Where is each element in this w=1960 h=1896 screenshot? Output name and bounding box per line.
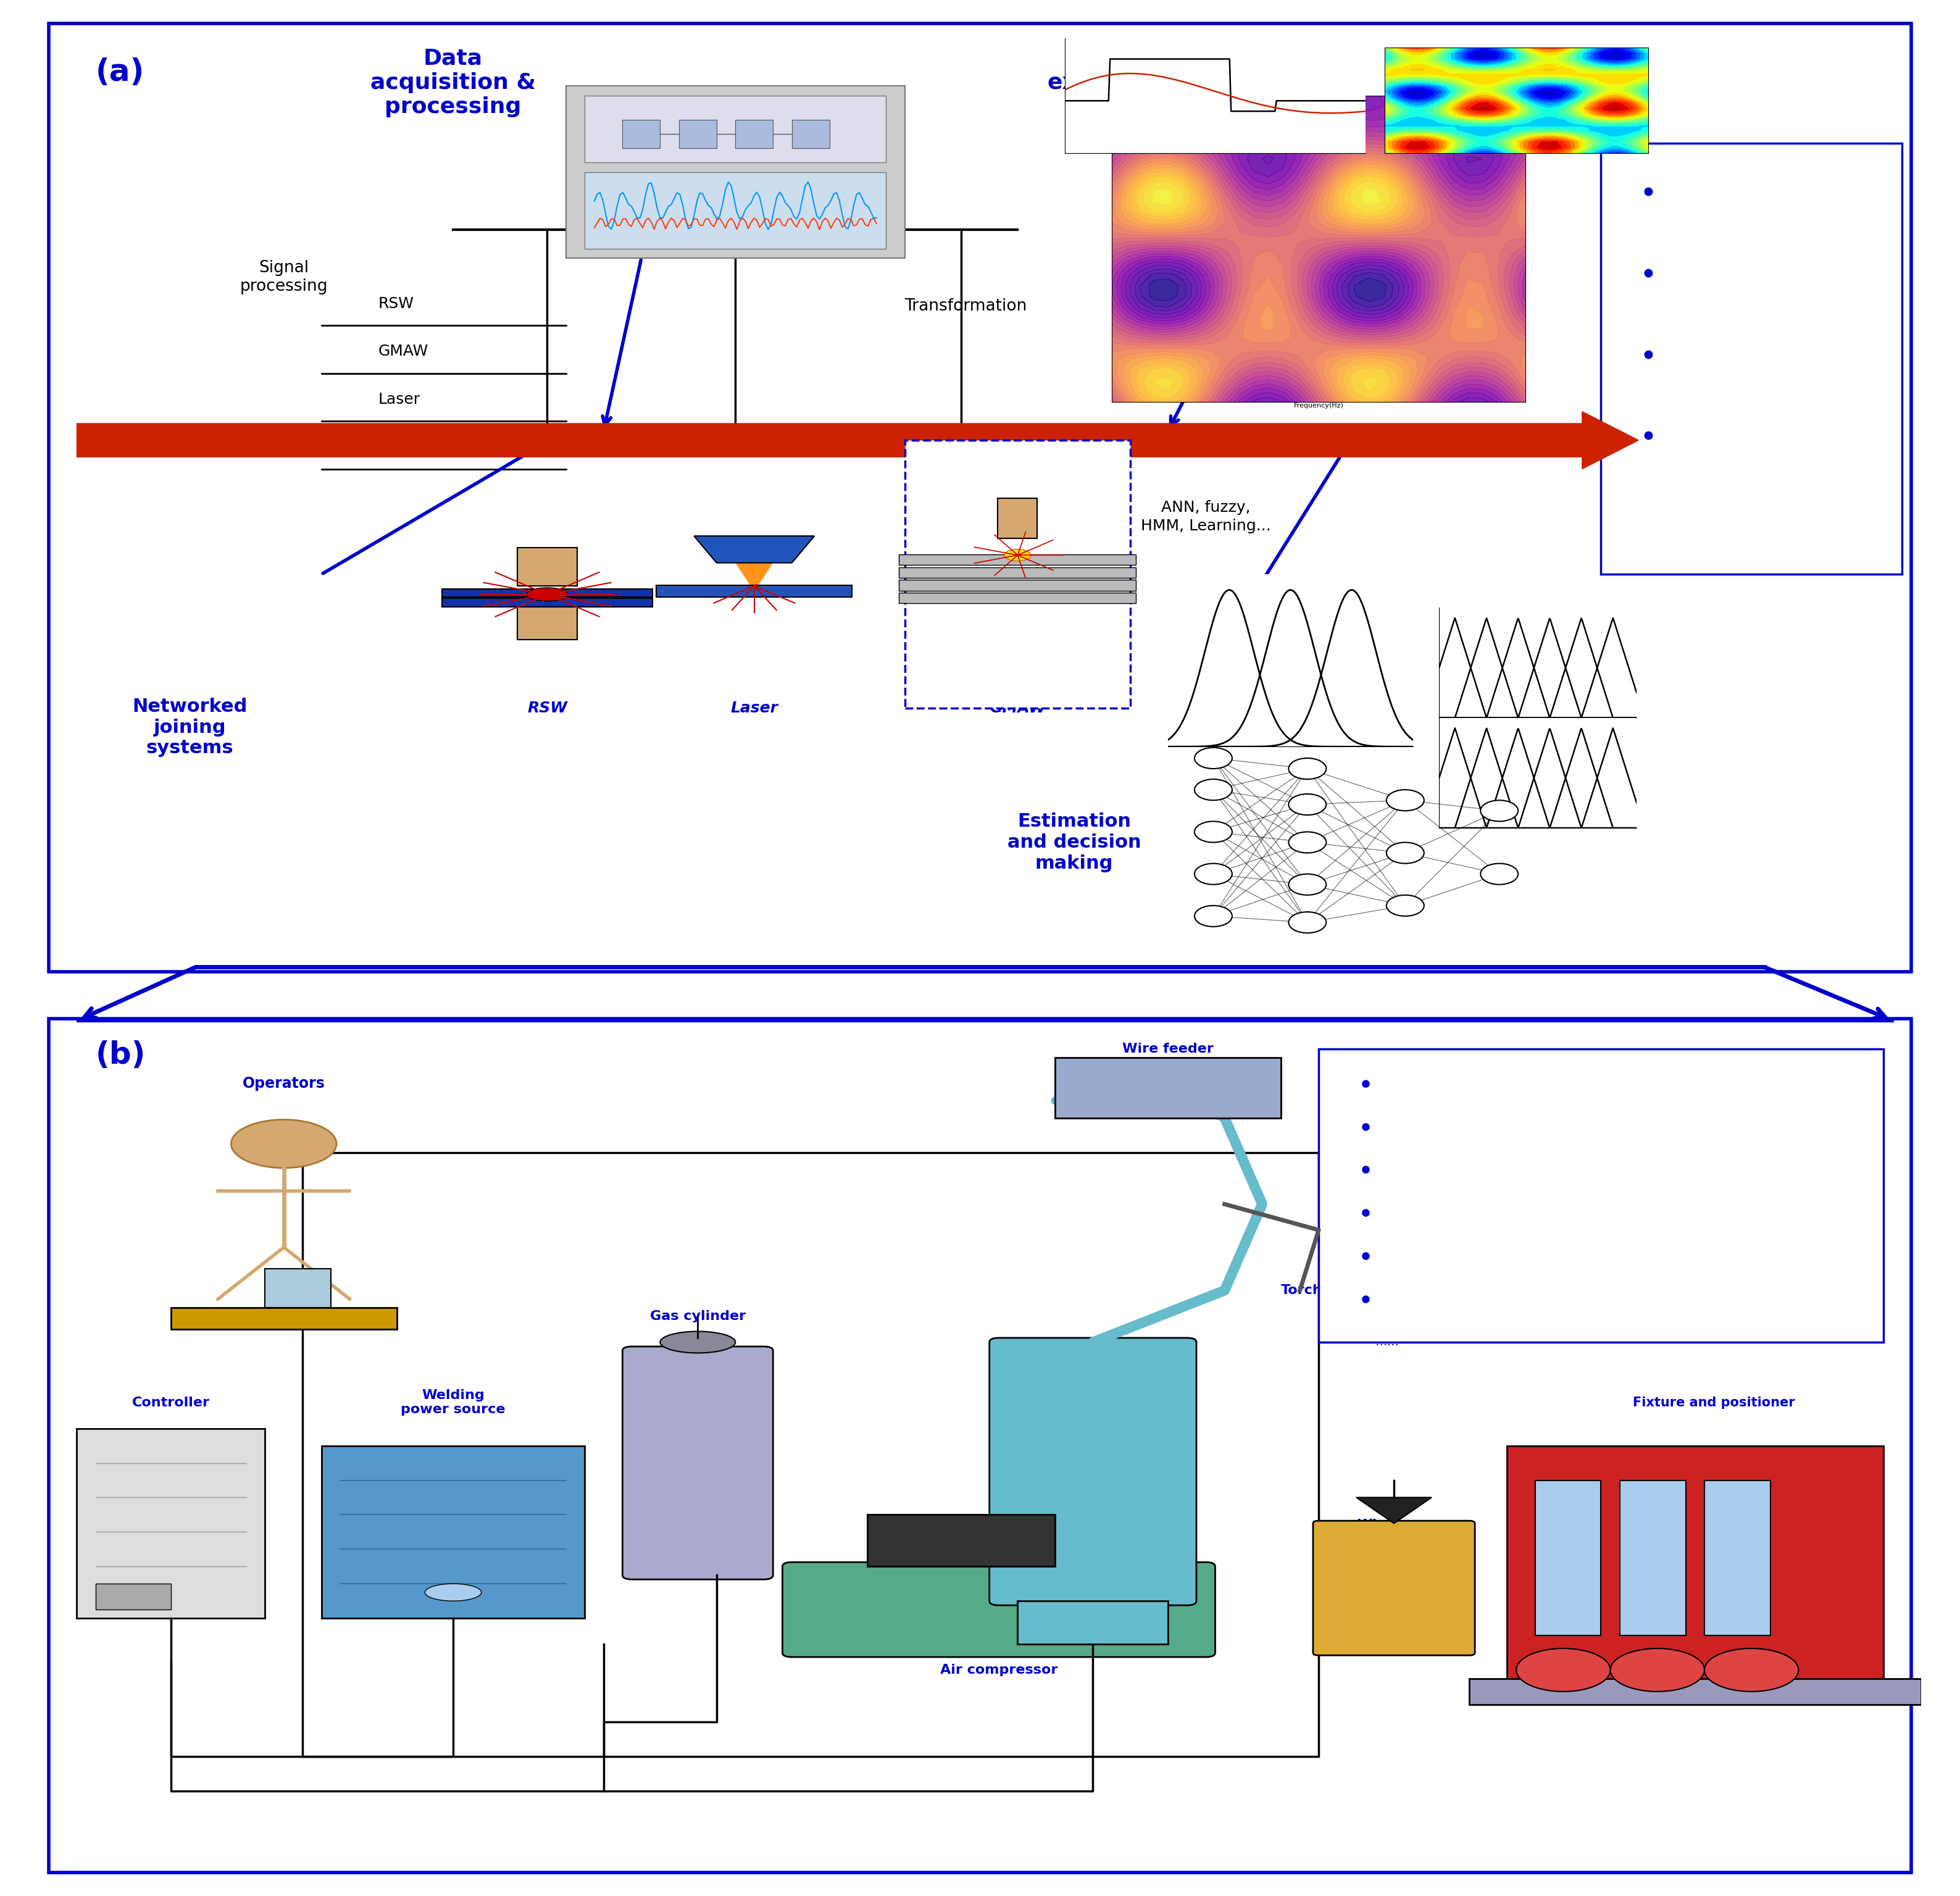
- Ellipse shape: [661, 1331, 735, 1354]
- Text: Robot: Robot: [1107, 1551, 1152, 1564]
- Bar: [792, 119, 829, 148]
- Polygon shape: [1356, 1498, 1431, 1522]
- Text: Programming: Programming: [1413, 1077, 1505, 1088]
- Text: Maintenance: Maintenance: [1695, 428, 1801, 444]
- Bar: [900, 554, 1137, 565]
- Bar: [657, 586, 853, 597]
- Text: GMAW: GMAW: [990, 702, 1047, 717]
- Ellipse shape: [527, 588, 568, 601]
- Text: Operators: Operators: [243, 1075, 325, 1090]
- Text: Data
acquisition &
processing: Data acquisition & processing: [370, 47, 535, 118]
- Text: Estimation
and decision
making: Estimation and decision making: [1007, 813, 1141, 872]
- Bar: [321, 1445, 584, 1617]
- Bar: [584, 95, 886, 163]
- Bar: [735, 119, 772, 148]
- FancyArrow shape: [76, 411, 1639, 468]
- Bar: [906, 440, 1131, 709]
- Bar: [96, 1583, 171, 1610]
- Ellipse shape: [425, 1583, 482, 1600]
- Bar: [441, 590, 653, 597]
- Bar: [76, 1428, 265, 1617]
- Text: ANN, fuzzy,
HMM, Learning...: ANN, fuzzy, HMM, Learning...: [1141, 501, 1270, 533]
- Text: Air compressor: Air compressor: [941, 1665, 1058, 1676]
- Bar: [1601, 144, 1901, 574]
- Text: Ethernet: Ethernet: [657, 182, 739, 199]
- FancyBboxPatch shape: [566, 85, 906, 258]
- Text: SPR: SPR: [378, 440, 408, 455]
- Bar: [1535, 1481, 1601, 1636]
- Text: ……: ……: [1376, 1337, 1399, 1348]
- Text: (a): (a): [96, 57, 145, 87]
- Bar: [623, 119, 661, 148]
- Bar: [678, 119, 717, 148]
- Bar: [1507, 1445, 1884, 1687]
- Bar: [584, 173, 886, 248]
- Text: Wire
drum: Wire drum: [1354, 1519, 1396, 1545]
- Bar: [900, 593, 1137, 603]
- Bar: [265, 1268, 331, 1308]
- Text: Path planning: Path planning: [1413, 1249, 1507, 1261]
- Bar: [1619, 1481, 1686, 1636]
- Text: Fixturing: Fixturing: [1413, 1121, 1474, 1132]
- Text: Robot scheduling: Robot scheduling: [1413, 1164, 1531, 1176]
- Polygon shape: [171, 1308, 396, 1329]
- Text: Welding
power source: Welding power source: [402, 1390, 506, 1416]
- Bar: [1319, 1048, 1884, 1342]
- Text: Feature
extraction: Feature extraction: [1047, 47, 1176, 93]
- Circle shape: [231, 1121, 337, 1168]
- Text: Diagnosis: Diagnosis: [1695, 265, 1776, 281]
- Bar: [866, 1515, 1054, 1566]
- FancyBboxPatch shape: [1313, 1521, 1474, 1655]
- Text: Controller: Controller: [131, 1395, 210, 1409]
- Text: Gas cylinder: Gas cylinder: [651, 1310, 745, 1323]
- Text: Fixture and positioner: Fixture and positioner: [1633, 1395, 1795, 1409]
- Text: Transformation: Transformation: [906, 298, 1027, 315]
- Text: Wire feeder: Wire feeder: [1123, 1043, 1213, 1054]
- Circle shape: [1705, 1648, 1799, 1691]
- Text: (b): (b): [96, 1041, 145, 1069]
- Circle shape: [1611, 1648, 1705, 1691]
- Bar: [302, 1153, 1319, 1756]
- Text: Torch: Torch: [1282, 1284, 1323, 1297]
- FancyBboxPatch shape: [990, 1339, 1196, 1606]
- Text: Laser: Laser: [378, 392, 419, 408]
- Text: Signal
processing: Signal processing: [239, 260, 327, 294]
- Text: Collision avoidance: Collision avoidance: [1413, 1293, 1544, 1304]
- Bar: [900, 567, 1137, 578]
- Text: Control: Control: [1695, 347, 1756, 362]
- FancyBboxPatch shape: [623, 1346, 772, 1579]
- Bar: [998, 499, 1037, 538]
- Bar: [517, 548, 578, 586]
- Text: Networked
joining
systems: Networked joining systems: [131, 698, 247, 757]
- Bar: [900, 580, 1137, 592]
- Polygon shape: [735, 563, 772, 586]
- Text: RSW: RSW: [378, 296, 414, 311]
- Text: Laser: Laser: [731, 702, 778, 717]
- Text: RSW: RSW: [527, 702, 566, 717]
- Bar: [517, 601, 578, 639]
- Ellipse shape: [1004, 550, 1031, 561]
- Circle shape: [1517, 1648, 1611, 1691]
- Text: Tasks sequencing: Tasks sequencing: [1413, 1208, 1531, 1219]
- Bar: [1705, 1481, 1770, 1636]
- FancyBboxPatch shape: [782, 1562, 1215, 1657]
- Text: ……: ……: [1658, 510, 1688, 525]
- Bar: [1017, 1600, 1168, 1644]
- Bar: [1470, 1678, 1921, 1705]
- Polygon shape: [694, 537, 815, 563]
- Bar: [441, 599, 653, 607]
- Bar: [1054, 1058, 1282, 1119]
- Text: Monitoring: Monitoring: [1695, 184, 1786, 199]
- Text: GMAW: GMAW: [378, 343, 427, 358]
